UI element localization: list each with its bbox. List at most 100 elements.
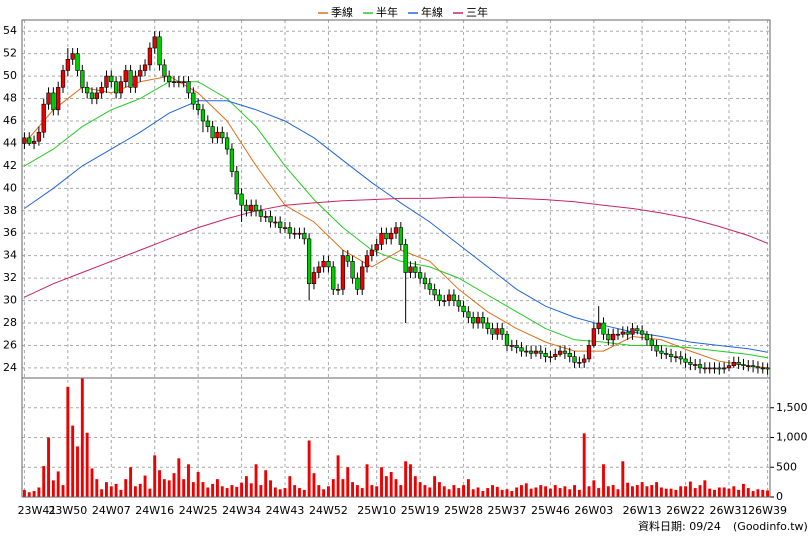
volume-bar	[370, 485, 374, 497]
volume-bar	[481, 491, 485, 497]
volume-bar	[534, 487, 538, 497]
candle-body	[364, 255, 370, 268]
volume-bar	[326, 486, 330, 497]
candle-body	[442, 300, 447, 302]
volume-bar	[539, 485, 543, 497]
legend-label: 三年	[466, 5, 488, 19]
candle-body	[374, 244, 379, 251]
candle-body	[335, 289, 341, 291]
x-tick-label: 25W37	[488, 504, 527, 517]
volume-bar	[548, 488, 552, 497]
volume-bar	[288, 476, 292, 497]
candle-body	[471, 317, 476, 324]
y-tick-label: 34	[3, 249, 17, 262]
volume-bar	[544, 486, 548, 497]
volume-bar	[240, 482, 244, 497]
volume-bar	[664, 488, 668, 497]
volume-bar	[462, 485, 466, 497]
x-tick-label: 23W41	[18, 504, 57, 517]
candle-body	[741, 364, 746, 366]
volume-bar	[153, 455, 157, 497]
candle-body	[683, 358, 688, 363]
volume-bar	[244, 476, 248, 497]
volume-bar	[138, 483, 142, 497]
candle-body	[205, 120, 210, 127]
volume-bar	[505, 489, 509, 497]
candle-body	[326, 260, 331, 268]
volume-bar	[713, 489, 716, 497]
candle-body	[162, 64, 167, 77]
volume-bar	[746, 488, 750, 497]
volume-bar	[278, 489, 282, 497]
candle-body	[379, 232, 384, 245]
candle-body	[215, 131, 220, 139]
candle-body	[36, 131, 42, 142]
candle-body	[673, 356, 679, 358]
volume-bar	[80, 378, 84, 497]
volume-bar	[211, 483, 215, 497]
ma-line	[24, 196, 768, 298]
volume-bar	[37, 487, 41, 497]
volume-bar	[529, 488, 533, 497]
volume-bar	[307, 440, 311, 497]
volume-bar	[737, 489, 741, 497]
candle-body	[765, 367, 770, 370]
volume-bar	[355, 485, 359, 497]
volume-bar	[322, 489, 326, 497]
volume-bar	[684, 486, 687, 497]
candle-body	[654, 345, 659, 352]
volume-bar	[380, 467, 383, 497]
candle-body	[80, 70, 85, 88]
candle-body	[417, 272, 423, 279]
y-tick-label: 28	[3, 316, 17, 329]
legend-label: 年線	[421, 5, 443, 19]
candle-body	[427, 283, 432, 290]
x-tick-label: 25W19	[401, 504, 440, 517]
volume-bar	[124, 479, 128, 497]
candle-body	[384, 232, 389, 240]
legend-label: 季線	[331, 5, 353, 19]
candle-body	[171, 81, 177, 84]
candle-body	[553, 354, 558, 357]
x-tick-label: 24W25	[179, 504, 218, 517]
candle-body	[456, 300, 461, 307]
y-tick-label: 26	[3, 338, 17, 351]
volume-bar	[592, 480, 596, 497]
volume-bar	[235, 486, 239, 497]
volume-bar	[761, 489, 765, 497]
volume-bar	[510, 491, 514, 497]
candle-body	[331, 266, 336, 290]
volume-bar	[732, 486, 736, 497]
candle-body	[56, 87, 61, 111]
candle-body	[722, 367, 727, 370]
y2-tick-label: 0	[776, 490, 783, 503]
volume-bar	[148, 488, 152, 497]
candle-body	[142, 64, 148, 71]
volume-bar	[196, 472, 200, 497]
candle-body	[321, 260, 326, 268]
candle-body	[514, 345, 519, 348]
candle-body	[65, 58, 70, 71]
candle-body	[282, 227, 288, 229]
volume-bar	[331, 479, 335, 497]
volume-bar	[717, 487, 721, 497]
volume-bar	[471, 489, 475, 497]
candle-body	[104, 75, 109, 88]
volume-bar	[51, 480, 55, 497]
candle-body	[528, 350, 534, 354]
volume-bar	[515, 487, 519, 497]
candle-body	[292, 232, 297, 235]
candle-body	[736, 361, 741, 365]
volume-bar	[437, 482, 441, 497]
volume-bar	[558, 488, 562, 497]
volume-frame	[21, 377, 771, 498]
volume-bar	[283, 488, 287, 497]
candle-body	[147, 47, 153, 66]
volume-bar	[457, 488, 461, 497]
volume-bar	[191, 482, 195, 497]
volume-bar	[727, 488, 731, 497]
candle-body	[750, 365, 756, 368]
volume-bar	[85, 432, 89, 497]
candle-body	[490, 328, 495, 335]
